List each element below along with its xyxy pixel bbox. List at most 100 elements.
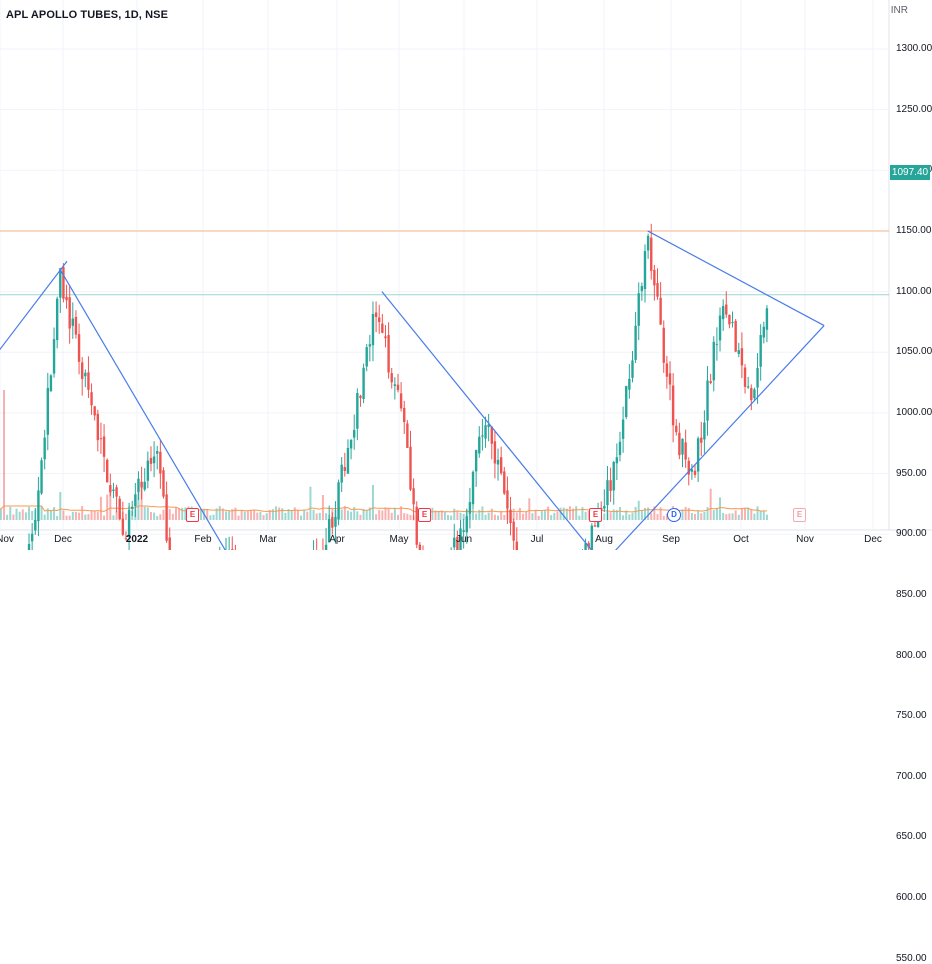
- volume-bar: [747, 507, 750, 520]
- volume-bar: [462, 513, 465, 520]
- volume-bar: [49, 509, 52, 520]
- candle-body: [340, 464, 343, 483]
- volume-bar: [234, 507, 237, 520]
- price-chart[interactable]: [0, 0, 932, 550]
- candle-body: [384, 336, 387, 339]
- candle-body: [709, 381, 712, 384]
- volume-bar: [146, 507, 149, 520]
- volume-bar: [715, 507, 718, 520]
- volume-bar: [350, 511, 353, 520]
- earnings-badge[interactable]: E: [418, 508, 431, 522]
- volume-bar: [459, 512, 462, 520]
- candle-body: [152, 456, 156, 464]
- volume-bar: [18, 511, 21, 520]
- volume-bar: [584, 511, 587, 520]
- volume-bar: [15, 508, 18, 520]
- trendline[interactable]: [381, 291, 596, 550]
- volume-bar: [690, 513, 693, 520]
- candle-body: [418, 544, 422, 550]
- volume-bar: [575, 506, 578, 520]
- volume-bar: [756, 506, 759, 520]
- candle-body: [62, 266, 65, 299]
- volume-bar: [497, 515, 500, 520]
- volume-bar: [665, 513, 668, 520]
- trendline[interactable]: [647, 230, 825, 327]
- candle-body: [71, 318, 75, 326]
- volume-bar: [759, 511, 762, 520]
- volume-bar: [643, 508, 646, 520]
- volume-bar: [43, 514, 46, 520]
- volume-bar: [24, 512, 27, 520]
- trendline[interactable]: [59, 269, 301, 550]
- volume-bar: [712, 510, 715, 520]
- candle-body: [124, 538, 128, 540]
- chart-title: APL APOLLO TUBES, 1D, NSE: [6, 9, 169, 21]
- candle-body: [324, 544, 328, 550]
- candle-body: [27, 543, 31, 550]
- time-axis-label: Sep: [662, 534, 680, 545]
- trendline[interactable]: [0, 260, 68, 352]
- price-axis-label: 800.00: [896, 649, 927, 661]
- volume-bar: [56, 515, 59, 520]
- candle-body: [387, 335, 390, 373]
- volume-bar: [475, 513, 478, 520]
- volume-bar: [309, 486, 312, 520]
- earnings-badge[interactable]: E: [793, 508, 806, 522]
- candle-body: [359, 395, 362, 398]
- volume-bar: [356, 511, 359, 520]
- volume-bar: [84, 514, 87, 520]
- trendlines[interactable]: [0, 230, 825, 550]
- volume-bar: [284, 512, 287, 520]
- candle-body: [675, 425, 678, 433]
- volume-bar: [31, 510, 34, 520]
- horizontal-levels: [0, 230, 889, 296]
- volume-bar: [362, 508, 365, 520]
- candle-body: [121, 518, 125, 535]
- candle-body: [96, 413, 100, 441]
- volume-bar: [287, 509, 290, 520]
- volume-bar: [212, 514, 215, 520]
- volume-bar: [140, 482, 143, 520]
- trendline[interactable]: [540, 325, 825, 550]
- volume-bar: [318, 512, 321, 520]
- candle-body: [612, 461, 615, 491]
- time-axis-label: Oct: [733, 534, 749, 545]
- time-axis-label: Apr: [329, 534, 345, 545]
- candle-body: [146, 460, 150, 481]
- earnings-badge[interactable]: E: [589, 508, 602, 522]
- volume-bar: [562, 507, 565, 520]
- volume-bar: [74, 511, 77, 520]
- volume-bar: [556, 511, 559, 520]
- candle-body: [703, 422, 706, 440]
- candle-body: [643, 251, 647, 290]
- dividend-badge[interactable]: D: [667, 508, 681, 522]
- volume-bar: [528, 498, 531, 520]
- volume-bars: [0, 390, 768, 520]
- volume-bar: [103, 515, 106, 520]
- candle-body: [90, 392, 93, 406]
- volume-bar: [622, 515, 625, 520]
- candle-body: [506, 490, 509, 509]
- candle-body: [390, 373, 393, 383]
- time-axis-label: Dec: [864, 534, 882, 545]
- volume-bar: [615, 509, 618, 520]
- candle-body: [718, 315, 722, 341]
- volume-bar: [734, 510, 737, 520]
- grid-lines: [0, 0, 889, 535]
- candle-body: [687, 460, 690, 475]
- candle-body: [512, 521, 515, 541]
- earnings-badge[interactable]: E: [186, 508, 199, 522]
- volume-bar: [346, 510, 349, 520]
- candle-body: [678, 432, 681, 456]
- volume-bar: [681, 509, 684, 520]
- volume-bar: [753, 513, 756, 520]
- volume-bar: [312, 509, 315, 520]
- time-axis-label: Jul: [530, 534, 544, 545]
- volume-bar: [531, 513, 534, 520]
- volume-bar: [296, 510, 299, 520]
- volume-bar: [250, 509, 253, 520]
- price-axis-label: 1150.00: [896, 224, 932, 236]
- candle-body: [631, 360, 634, 378]
- time-axis-label: Aug: [595, 534, 613, 545]
- candle-body: [30, 533, 34, 542]
